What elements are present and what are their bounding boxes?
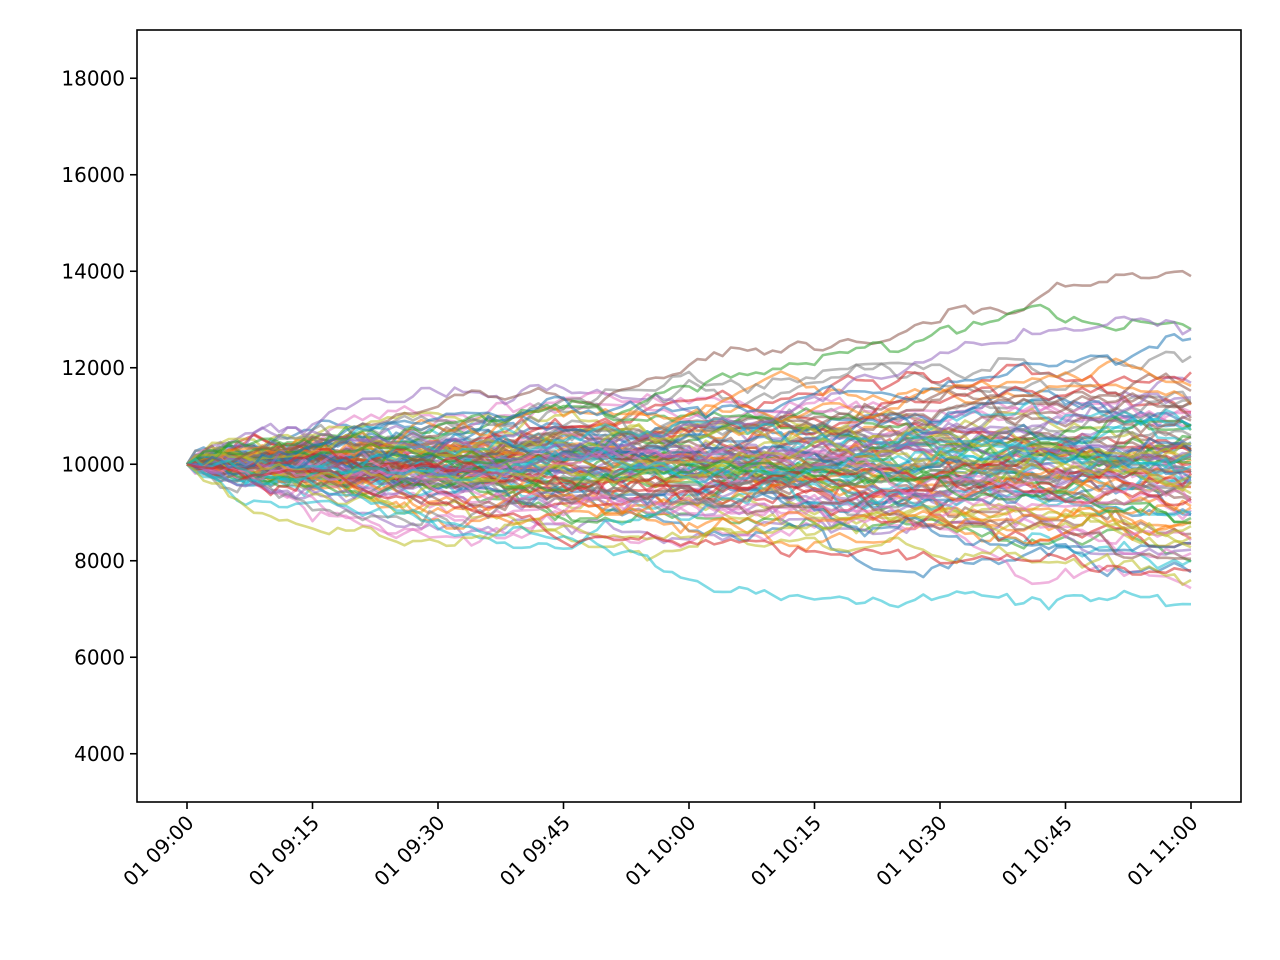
series-line-103 bbox=[186, 315, 1192, 500]
y-tick-label: 12000 bbox=[61, 356, 125, 380]
series-line-73 bbox=[186, 371, 1192, 466]
series-line-92 bbox=[186, 442, 1192, 525]
y-tick-label: 16000 bbox=[61, 163, 125, 187]
series-line-106 bbox=[186, 463, 1192, 576]
series-line-80 bbox=[186, 414, 1192, 475]
y-tick-label: 10000 bbox=[61, 452, 125, 476]
y-tick-label: 8000 bbox=[74, 549, 125, 573]
series-line-102 bbox=[186, 333, 1192, 470]
series-line-91 bbox=[186, 357, 1192, 466]
series-line-98 bbox=[186, 437, 1192, 492]
series-line-90 bbox=[186, 428, 1192, 484]
y-tick-label: 4000 bbox=[74, 742, 125, 766]
series-line-104 bbox=[186, 457, 1192, 611]
series-line-96 bbox=[186, 444, 1193, 511]
series-line-87 bbox=[186, 448, 1192, 513]
series-line-97 bbox=[186, 456, 1192, 530]
series-line-105 bbox=[186, 463, 1192, 587]
y-axis: 4000 6000 8000 10000 12000 14000 16000 18000 bbox=[61, 66, 137, 766]
y-tick-label: 14000 bbox=[61, 259, 125, 283]
series-line-58 bbox=[186, 426, 1192, 490]
series-layer bbox=[185, 269, 1193, 611]
series-line-95 bbox=[186, 459, 1192, 561]
y-tick-label: 18000 bbox=[61, 66, 125, 90]
series-line-94 bbox=[186, 392, 1192, 470]
series-line-78 bbox=[186, 452, 1192, 509]
series-line-101 bbox=[186, 303, 1192, 466]
y-tick-label: 6000 bbox=[74, 645, 125, 669]
series-line-99 bbox=[186, 446, 1192, 486]
